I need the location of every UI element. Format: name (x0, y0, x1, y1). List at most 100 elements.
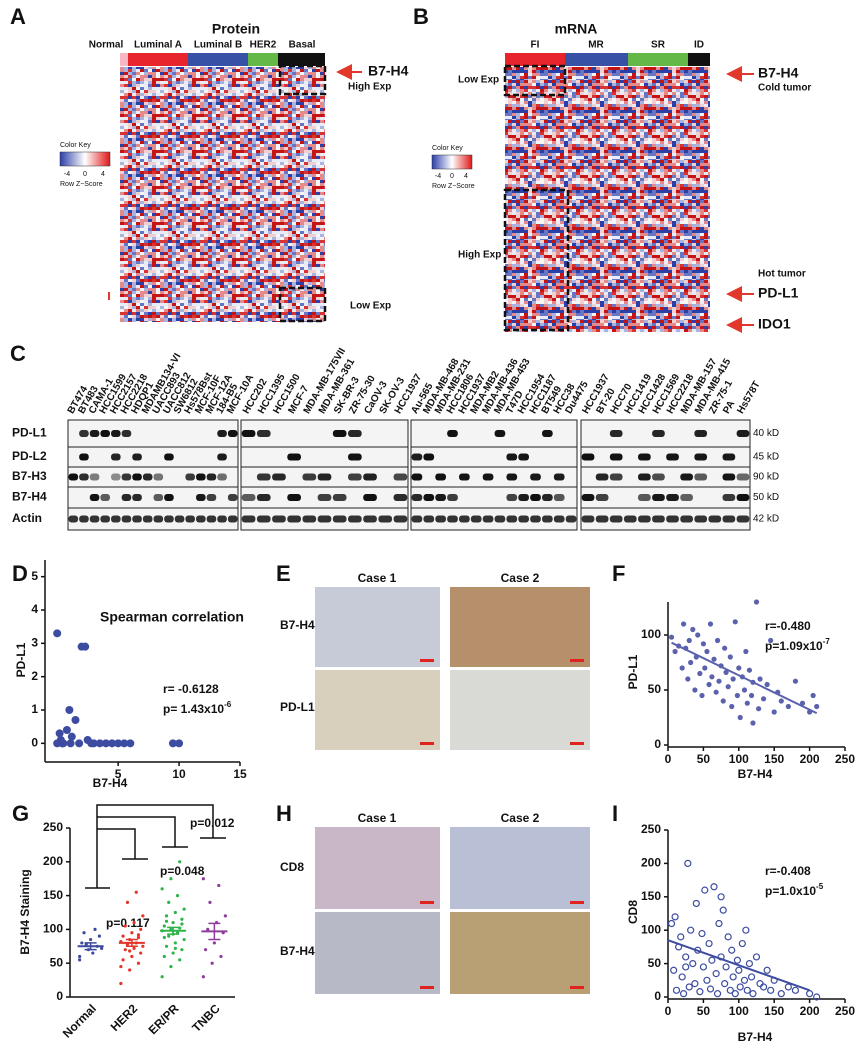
p-value: p=0.012 (190, 816, 235, 830)
band (153, 515, 164, 523)
point (55, 729, 64, 738)
point (679, 665, 685, 671)
point (223, 914, 227, 918)
y-tick-label: 0 (31, 736, 38, 750)
band (287, 453, 301, 461)
bracket (97, 828, 136, 859)
point (89, 937, 93, 942)
band (185, 473, 195, 481)
size-label: 45 kD (753, 452, 779, 463)
y-axis-label: CD8 (626, 900, 640, 924)
point (764, 681, 770, 688)
size-label: 90 kD (753, 472, 779, 483)
band (666, 453, 679, 461)
row-label: Actin (12, 511, 42, 525)
point (201, 877, 205, 881)
point (134, 890, 138, 894)
band (722, 494, 736, 501)
y-tick-label: 250 (43, 820, 63, 834)
point (685, 983, 693, 991)
y-tick-label: 0 (654, 989, 661, 1003)
point (164, 944, 169, 948)
band (100, 515, 110, 523)
lane-label: Hs578T (735, 380, 762, 416)
point (130, 931, 134, 935)
western-blot: PD-L1 40 kD PD-L2 45 kD B7-H3 90 kD B7-H4 50 kD… (12, 346, 779, 531)
band (332, 515, 347, 523)
band (470, 515, 482, 523)
point (699, 963, 708, 971)
band (506, 473, 518, 481)
band (89, 430, 100, 437)
x-tick-label: 200 (800, 752, 820, 766)
point (171, 921, 175, 925)
group-label: MR (588, 40, 604, 51)
band (518, 494, 529, 501)
y-tick-label: 150 (641, 889, 661, 903)
point (130, 954, 134, 959)
band (241, 515, 256, 523)
band (680, 515, 693, 523)
band (185, 515, 195, 523)
band (142, 515, 153, 523)
point (167, 900, 171, 904)
gene-label: B7-H4 (368, 63, 409, 79)
group-label: Luminal B (194, 40, 242, 51)
band (581, 515, 595, 523)
point (75, 739, 84, 748)
point (128, 968, 132, 972)
y-tick-label: 2 (31, 669, 38, 683)
y-tick-label: 0 (56, 989, 63, 1003)
blot-frame (240, 446, 409, 468)
y-tick-label: 5 (31, 569, 38, 583)
color-key-tick: -4 (435, 173, 441, 180)
point (171, 951, 175, 955)
group-label: Luminal A (134, 40, 182, 51)
color-key-tick: -4 (64, 171, 70, 178)
point (667, 919, 676, 928)
band (652, 515, 665, 523)
band (272, 473, 286, 481)
band (100, 494, 110, 501)
band (553, 473, 565, 481)
point (733, 956, 741, 964)
x-tick-label: TNBC (189, 1001, 223, 1035)
point (132, 946, 136, 950)
band (164, 453, 174, 461)
point (87, 739, 96, 748)
point (752, 953, 761, 961)
band (609, 430, 623, 437)
r-value: r=-0.480 (765, 619, 811, 633)
x-tick-label: 5 (115, 767, 122, 781)
ihc-image (450, 587, 590, 667)
group-bar (248, 53, 278, 66)
point (219, 954, 223, 959)
fit-line (667, 939, 810, 992)
y-axis-label: PD-L1 (626, 654, 640, 689)
band (595, 473, 609, 481)
point (93, 927, 97, 932)
point (114, 739, 123, 748)
point (690, 626, 696, 633)
band (256, 515, 271, 523)
color-key-bar (431, 154, 473, 170)
band (494, 515, 506, 523)
point (805, 990, 814, 998)
band (121, 515, 132, 523)
column-label: Case 1 (358, 571, 397, 585)
point (699, 692, 705, 699)
band (482, 473, 494, 481)
band (736, 494, 750, 501)
point (724, 933, 732, 941)
point (120, 739, 129, 748)
band (736, 473, 750, 481)
point (715, 919, 723, 928)
band (680, 473, 693, 481)
point (125, 900, 130, 904)
annotation: Low Exp (458, 75, 499, 86)
row-label: PD-L2 (12, 449, 47, 463)
point (119, 981, 123, 986)
point (749, 990, 757, 998)
point (182, 937, 186, 942)
point (738, 939, 746, 948)
